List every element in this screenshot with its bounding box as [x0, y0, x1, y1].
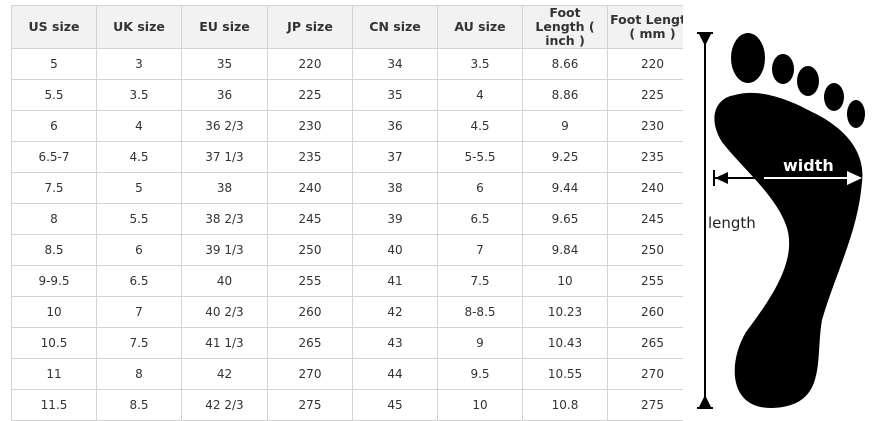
- header-row: US size UK size EU size JP size CN size AU si…: [11, 5, 683, 49]
- table-cell: 270: [607, 358, 683, 390]
- table-row: 8.5 6 39 1/3 250 40 7 9.84 250: [11, 234, 683, 266]
- table-cell: 39: [352, 203, 438, 235]
- table-cell: 9.84: [522, 234, 608, 266]
- table-cell: 6.5-7: [11, 141, 97, 173]
- table-cell: 37: [352, 141, 438, 173]
- table-cell: 9.65: [522, 203, 608, 235]
- table-cell: 225: [607, 79, 683, 111]
- table-cell: 230: [607, 110, 683, 142]
- table-cell: 10.23: [522, 296, 608, 328]
- table-cell: 10.5: [11, 327, 97, 359]
- table-cell: 34: [352, 48, 438, 80]
- table-cell: 8.5: [96, 389, 182, 421]
- table-cell: 9.25: [522, 141, 608, 173]
- table-cell: 7.5: [437, 265, 523, 297]
- table-cell: 3.5: [96, 79, 182, 111]
- size-chart-table-wrapper: US size UK size EU size JP size CN size AU si…: [11, 5, 683, 421]
- table-cell: 3.5: [437, 48, 523, 80]
- table-cell: 10.55: [522, 358, 608, 390]
- table-cell: 6: [96, 234, 182, 266]
- table-cell: 260: [607, 296, 683, 328]
- table-cell: 220: [267, 48, 353, 80]
- table-cell: 4.5: [96, 141, 182, 173]
- table-row: 9-9.5 6.5 40 255 41 7.5 10 255: [11, 265, 683, 297]
- table-cell: 220: [607, 48, 683, 80]
- table-row: 7.5 5 38 240 38 6 9.44 240: [11, 172, 683, 204]
- table-row: 6 4 36 2/3 230 36 4.5 9 230: [11, 110, 683, 142]
- table-cell: 265: [607, 327, 683, 359]
- table-cell: 11.5: [11, 389, 97, 421]
- table-cell: 245: [267, 203, 353, 235]
- table-cell: 250: [267, 234, 353, 266]
- table-cell: 265: [267, 327, 353, 359]
- table-cell: 40: [352, 234, 438, 266]
- column-header: Foot Length ( mm ): [607, 5, 683, 49]
- table-cell: 250: [607, 234, 683, 266]
- length-arrow: [697, 32, 713, 409]
- size-chart-table: US size UK size EU size JP size CN size AU si…: [11, 5, 683, 421]
- table-cell: 5: [11, 48, 97, 80]
- table-cell: 255: [607, 265, 683, 297]
- column-header: US size: [11, 5, 97, 49]
- table-cell: 245: [607, 203, 683, 235]
- table-cell: 35: [181, 48, 268, 80]
- table-cell: 5.5: [96, 203, 182, 235]
- table-cell: 10.8: [522, 389, 608, 421]
- column-header: CN size: [352, 5, 438, 49]
- width-label: width: [783, 156, 834, 175]
- table-cell: 41: [352, 265, 438, 297]
- table-row: 11.5 8.5 42 2/3 275 45 10 10.8 275: [11, 389, 683, 421]
- table-cell: 8.86: [522, 79, 608, 111]
- table-cell: 235: [607, 141, 683, 173]
- table-row: 5 3 35 220 34 3.5 8.66 220: [11, 48, 683, 80]
- length-label: length: [708, 214, 756, 232]
- table-cell: 8.5: [11, 234, 97, 266]
- table-row: 8 5.5 38 2/3 245 39 6.5 9.65 245: [11, 203, 683, 235]
- table-cell: 38: [352, 172, 438, 204]
- table-cell: 41 1/3: [181, 327, 268, 359]
- table-cell: 39 1/3: [181, 234, 268, 266]
- table-cell: 275: [607, 389, 683, 421]
- width-arrow: [713, 170, 862, 186]
- table-cell: 6.5: [437, 203, 523, 235]
- foot-silhouette-icon: [714, 33, 865, 409]
- table-cell: 43: [352, 327, 438, 359]
- table-cell: 42: [352, 296, 438, 328]
- table-cell: 45: [352, 389, 438, 421]
- table-cell: 9.44: [522, 172, 608, 204]
- column-header: AU size: [437, 5, 523, 49]
- table-cell: 7: [96, 296, 182, 328]
- table-cell: 7: [437, 234, 523, 266]
- table-cell: 10.43: [522, 327, 608, 359]
- table-row: 10 7 40 2/3 260 42 8-8.5 10.23 260: [11, 296, 683, 328]
- table-cell: 44: [352, 358, 438, 390]
- table-row: 10.5 7.5 41 1/3 265 43 9 10.43 265: [11, 327, 683, 359]
- table-cell: 35: [352, 79, 438, 111]
- table-cell: 235: [267, 141, 353, 173]
- table-row: 5.5 3.5 36 225 35 4 8.86 225: [11, 79, 683, 111]
- table-cell: 5: [96, 172, 182, 204]
- column-header: Foot Length ( inch ): [522, 5, 608, 49]
- table-cell: 255: [267, 265, 353, 297]
- table-cell: 240: [607, 172, 683, 204]
- table-row: 11 8 42 270 44 9.5 10.55 270: [11, 358, 683, 390]
- table-cell: 8-8.5: [437, 296, 523, 328]
